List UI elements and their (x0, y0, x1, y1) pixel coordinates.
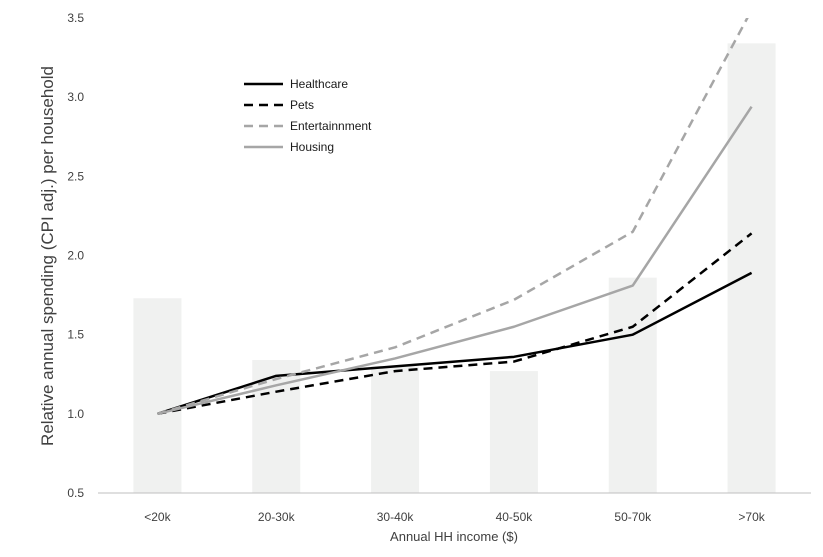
series-line-housing (157, 105, 753, 416)
bars-layer (133, 43, 776, 493)
x-tick-label-2: 30-40k (377, 510, 415, 524)
x-tick-label-0: <20k (144, 510, 171, 524)
y-tick-label-6: 3.5 (67, 11, 84, 25)
bar-0 (133, 298, 182, 493)
bar-5 (727, 43, 776, 493)
bar-4 (608, 277, 657, 493)
y-tick-label-2: 1.5 (67, 328, 84, 342)
y-tick-label-5: 3.0 (67, 90, 84, 104)
legend: Healthcare Pets Entertainnment Housing (244, 77, 372, 154)
series-layer (157, 18, 753, 416)
legend-label-pets: Pets (290, 98, 314, 112)
y-tick-label-1: 1.0 (67, 407, 84, 421)
legend-label-housing: Housing (290, 140, 334, 154)
legend-label-healthcare: Healthcare (290, 77, 348, 91)
y-tick-label-3: 2.0 (67, 249, 84, 263)
y-tick-label-4: 2.5 (67, 169, 84, 183)
bar-2 (371, 366, 420, 493)
x-ticks-layer: <20k 20-30k 30-40k 40-50k 50-70k >70k (144, 510, 766, 524)
x-tick-label-3: 40-50k (496, 510, 534, 524)
x-tick-label-4: 50-70k (614, 510, 652, 524)
y-axis-title: Relative annual spending (CPI adj.) per … (38, 66, 57, 446)
legend-label-entertainnment: Entertainnment (290, 119, 372, 133)
x-tick-label-5: >70k (738, 510, 765, 524)
x-axis-title: Annual HH income ($) (390, 529, 518, 544)
x-tick-label-1: 20-30k (258, 510, 296, 524)
bar-3 (489, 371, 538, 493)
series-line-healthcare (157, 271, 753, 416)
y-tick-label-0: 0.5 (67, 486, 84, 500)
y-ticks-layer: 0.5 1.0 1.5 2.0 2.5 3.0 3.5 (67, 11, 84, 500)
series-line-pets (157, 232, 753, 416)
